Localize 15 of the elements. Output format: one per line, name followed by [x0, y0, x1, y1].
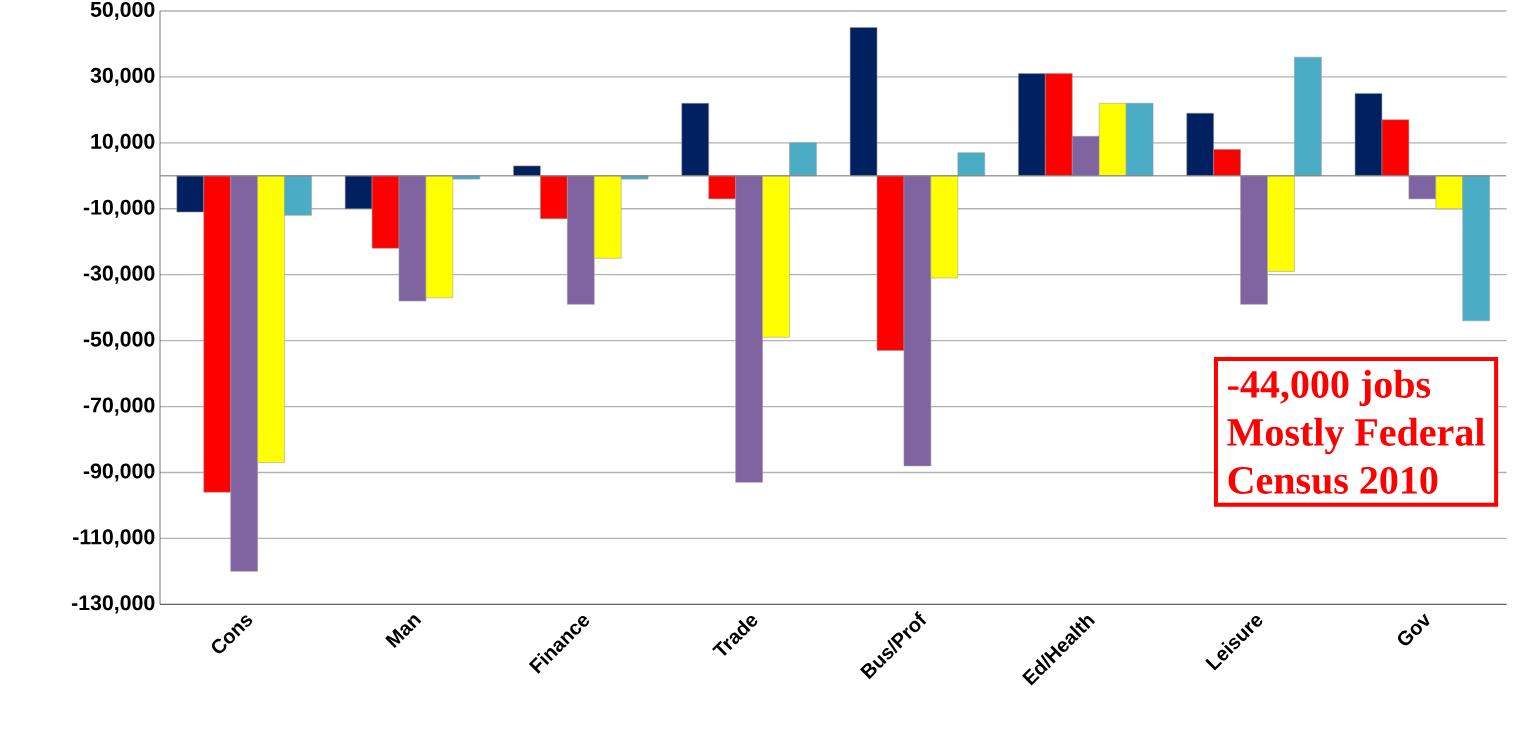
y-tick-label: -90,000 [83, 463, 155, 482]
y-tick-label: 30,000 [90, 67, 155, 87]
y-tick-label: -10,000 [83, 199, 155, 218]
y-tick-label: 10,000 [91, 133, 155, 152]
x-tick-label: Gov [1398, 613, 1430, 646]
y-tick-label: -30,000 [83, 265, 155, 284]
annotation: Mostly Federal [1227, 417, 1485, 455]
y-tick-label: -50,000 [83, 331, 155, 350]
y-tick-label: -130,000 [71, 595, 155, 614]
x-tick-label: Man [385, 615, 422, 649]
annotation: -44,000 jobs [1228, 369, 1431, 407]
annotation: Census 2010 [1228, 466, 1438, 494]
y-tick-label: -70,000 [83, 397, 155, 416]
y-tick-label: -110,000 [73, 529, 155, 548]
y-tick-label: 50,000 [90, 1, 155, 21]
